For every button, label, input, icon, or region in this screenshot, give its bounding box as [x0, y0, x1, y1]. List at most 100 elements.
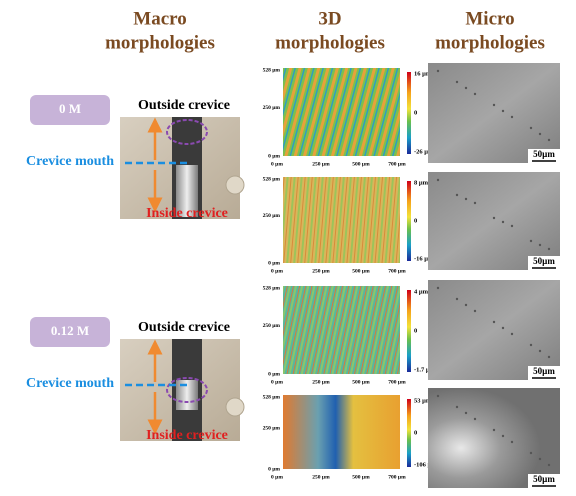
map-y-label: 250 µm: [263, 323, 281, 329]
map-x-label: 700 µm: [388, 268, 406, 274]
sem-pit: [501, 326, 505, 330]
map-y-label: 0 µm: [268, 260, 280, 266]
sem-pit: [464, 197, 468, 201]
column-header: morphologies: [275, 32, 385, 53]
sem-pit: [538, 457, 542, 461]
colorbar: [407, 290, 411, 372]
sem-pit: [455, 297, 459, 301]
sample-label: 0 M: [59, 101, 81, 116]
washer: [225, 397, 245, 417]
map-y-label: 0 µm: [268, 466, 280, 472]
sem-pit: [492, 103, 496, 107]
specimen-metal: [176, 165, 198, 217]
map-x-label: 500 µm: [352, 268, 370, 274]
map-x-label: 500 µm: [352, 161, 370, 167]
colorbar-label: 0: [414, 109, 417, 116]
colorbar-label: 0: [414, 217, 417, 224]
sem-pit: [473, 201, 477, 205]
map-y-label: 528 µm: [263, 176, 281, 182]
map-y-label: 0 µm: [268, 371, 280, 377]
sem-pit: [510, 115, 514, 119]
mouth-label: Crevice mouth: [26, 376, 114, 391]
sem-pit: [492, 216, 496, 220]
sem-pit: [473, 417, 477, 421]
sem-pit: [510, 332, 514, 336]
sem-pit: [547, 247, 551, 251]
sem-image: [428, 172, 560, 270]
sem-pit: [501, 434, 505, 438]
column-header: morphologies: [105, 32, 215, 53]
colorbar-label: -1.7 µm: [414, 366, 436, 373]
sem-pit: [529, 239, 533, 243]
scale-label: 50µm: [533, 474, 555, 484]
inside-label: Inside crevice: [146, 428, 228, 443]
sem-pit: [492, 428, 496, 432]
sem-pit: [547, 138, 551, 142]
sem-pit: [455, 80, 459, 84]
colorbar-label: 0: [414, 429, 417, 436]
sem-pit: [473, 92, 477, 96]
map-x-label: 0 µm: [271, 268, 283, 274]
column-header: morphologies: [435, 32, 545, 53]
sem-pit: [547, 463, 551, 467]
map-x-label: 700 µm: [388, 161, 406, 167]
inside-label: Inside crevice: [146, 206, 228, 221]
crevice-ellipse: [166, 119, 208, 145]
sem-pit: [538, 349, 542, 353]
sem-image: [428, 388, 560, 488]
colorbar-label: -16 µm: [414, 255, 434, 262]
colorbar-label: 0: [414, 327, 417, 334]
sem-pit: [464, 411, 468, 415]
map-y-label: 0 µm: [268, 153, 280, 159]
sem-image: [428, 63, 560, 163]
sem-pit: [436, 394, 440, 398]
height-map: [283, 286, 400, 374]
map-y-label: 528 µm: [263, 394, 281, 400]
sem-pit: [436, 69, 440, 73]
sem-pit: [538, 132, 542, 136]
scale-box: [528, 474, 560, 488]
sem-pit: [547, 355, 551, 359]
map-y-label: 250 µm: [263, 105, 281, 111]
washer: [225, 175, 245, 195]
sem-image: [428, 280, 560, 380]
colorbar: [407, 72, 411, 154]
column-header: Macro: [133, 8, 186, 29]
sem-pit: [529, 126, 533, 130]
colorbar: [407, 399, 411, 467]
sem-pit: [529, 343, 533, 347]
map-x-label: 0 µm: [271, 474, 283, 480]
scale-box: [528, 366, 560, 380]
sem-pit: [529, 451, 533, 455]
sem-pit: [455, 405, 459, 409]
map-x-label: 700 µm: [388, 379, 406, 385]
colorbar-label: -26 µm: [414, 148, 434, 155]
colorbar-label: 16 µm: [414, 70, 432, 77]
colorbar-label: 53 µm: [414, 397, 432, 404]
map-y-label: 528 µm: [263, 285, 281, 291]
sem-pit: [473, 309, 477, 313]
outside-label: Outside crevice: [138, 98, 230, 113]
column-header: Micro: [465, 8, 514, 29]
sem-pit: [464, 86, 468, 90]
scale-box: [528, 256, 560, 270]
outside-label: Outside crevice: [138, 320, 230, 335]
sem-pit: [464, 303, 468, 307]
scale-box: [528, 149, 560, 163]
sem-pit: [436, 178, 440, 182]
scale-label: 50µm: [533, 256, 555, 266]
sem-pit: [510, 440, 514, 444]
height-map: [283, 177, 400, 263]
sem-pit: [436, 286, 440, 290]
sample-pill: [30, 95, 110, 125]
sem-pit: [501, 109, 505, 113]
map-y-label: 250 µm: [263, 213, 281, 219]
sem-pit: [455, 193, 459, 197]
sample-label: 0.12 M: [51, 323, 89, 338]
scale-label: 50µm: [533, 366, 555, 376]
map-x-label: 0 µm: [271, 379, 283, 385]
map-x-label: 500 µm: [352, 379, 370, 385]
map-x-label: 500 µm: [352, 474, 370, 480]
map-y-label: 250 µm: [263, 426, 281, 432]
